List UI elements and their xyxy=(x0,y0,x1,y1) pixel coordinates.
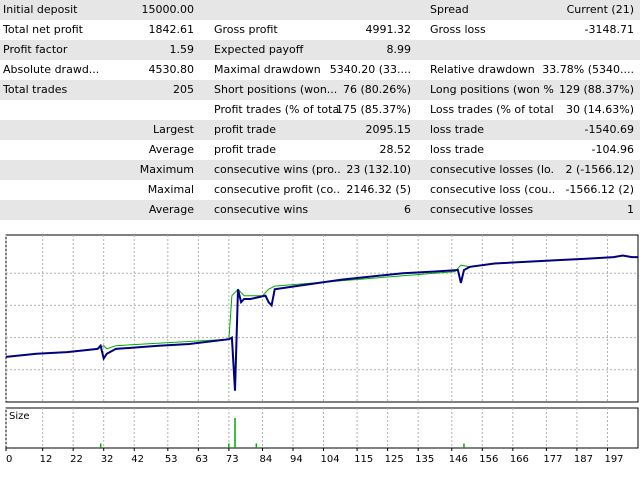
x-tick-label: 135 xyxy=(415,454,434,465)
stat-label: Initial deposit xyxy=(3,3,78,16)
stat-value: 33.78% (5340.... xyxy=(542,63,634,76)
report-row: Largest profit trade 2095.15 loss trade -154… xyxy=(0,120,640,140)
stat-label: consecutive wins (pro... xyxy=(214,163,340,176)
x-tick-label: 73 xyxy=(226,454,239,465)
x-tick-label: 197 xyxy=(604,454,623,465)
stat-label: consecutive wins xyxy=(214,203,309,216)
stat-label: Relative drawdown xyxy=(430,63,535,76)
stat-label: consecutive profit (co... xyxy=(214,183,340,196)
stat-label: consecutive losses xyxy=(430,203,534,216)
main-plot-frame xyxy=(5,234,639,403)
stat-value: 2 (-1566.12) xyxy=(565,163,634,176)
stat-label: Total trades xyxy=(3,83,68,96)
x-tick-label: 84 xyxy=(259,454,272,465)
size-label: Size xyxy=(9,411,30,422)
stat-label: Short positions (won... xyxy=(214,83,338,96)
stat-label: Loss trades (% of total) xyxy=(430,103,554,116)
stat-label: Profit factor xyxy=(3,43,68,56)
report-row: Profit trades (% of total) 175 (85.37%) Lo… xyxy=(0,100,640,120)
stat-label: profit trade xyxy=(214,143,277,156)
x-tick-label: 125 xyxy=(385,454,404,465)
stat-value: 2146.32 (5) xyxy=(346,183,411,196)
x-tick-label: 115 xyxy=(354,454,373,465)
stat-value: 6 xyxy=(404,203,411,216)
stat-value: 30 (14.63%) xyxy=(565,103,634,116)
stat-value: 205 xyxy=(173,83,194,96)
stat-label: Total net profit xyxy=(3,23,83,36)
report-row: Profit factor 1.59 Expected payoff 8.99 xyxy=(0,40,640,60)
stat-value xyxy=(100,100,194,120)
stat-value: 8.99 xyxy=(386,43,412,56)
stat-value: 129 (88.37%) xyxy=(558,83,634,96)
size-plot-frame xyxy=(5,407,639,449)
stat-label: Long positions (won %) xyxy=(430,83,554,96)
x-tick-label: 63 xyxy=(195,454,208,465)
balance-chart-svg: 0 12 22 32 42 53 63 73 84 94 104 115 125 135 146 156 166… xyxy=(5,234,639,465)
x-tick-label: 53 xyxy=(165,454,178,465)
x-tick-label: 32 xyxy=(101,454,114,465)
stat-label: profit trade xyxy=(214,123,277,136)
report-row: Initial deposit 15000.00 Spread Current (21… xyxy=(0,0,640,20)
stat-value: 15000.00 xyxy=(141,3,195,16)
report-row: Absolute drawd... 4530.80 Maximal drawdown… xyxy=(0,60,640,80)
stat-label: Absolute drawd... xyxy=(3,63,100,76)
stat-value: 175 (85.37%) xyxy=(335,103,411,116)
x-tick-label: 177 xyxy=(543,454,562,465)
stat-value: 4530.80 xyxy=(148,63,195,76)
equity-line xyxy=(97,264,471,350)
x-tick-label: 94 xyxy=(290,454,303,465)
x-tick-label: 22 xyxy=(70,454,83,465)
stat-label: Gross profit xyxy=(214,23,278,36)
x-tick-label: 42 xyxy=(131,454,144,465)
stat-value: 28.52 xyxy=(379,143,412,156)
stat-value: 1 xyxy=(627,203,634,216)
stat-value: 5340.20 (33.... xyxy=(329,63,411,76)
x-tick-label: 156 xyxy=(479,454,498,465)
stat-value: 1.59 xyxy=(169,43,195,56)
report-row: Maximal consecutive profit (co... 2146.32 … xyxy=(0,180,640,200)
report-row: Total net profit 1842.61 Gross profit 4991.… xyxy=(0,20,640,40)
report-row: Total trades 205 Short positions (won... 76… xyxy=(0,80,640,100)
stat-value: 76 (80.26%) xyxy=(342,83,411,96)
report-row: Average consecutive wins 6 consecutive loss… xyxy=(0,200,640,220)
row-group-label: Average xyxy=(148,203,194,216)
stat-value: -1540.69 xyxy=(584,123,634,136)
x-tick-label: 104 xyxy=(321,454,340,465)
row-group-label: Maximum xyxy=(139,163,194,176)
stat-label: Maximal drawdown xyxy=(214,63,321,76)
report-table: Initial deposit 15000.00 Spread Current (21… xyxy=(0,0,640,222)
stat-label: Expected payoff xyxy=(214,43,304,56)
report-row: Maximum consecutive wins (pro... 23 (132.1… xyxy=(0,160,640,180)
stat-value: Current (21) xyxy=(566,3,634,16)
stat-value: 4991.32 xyxy=(365,23,412,36)
stat-label: loss trade xyxy=(430,123,485,136)
stat-label: consecutive loss (cou... xyxy=(430,183,554,196)
stat-value: -3148.71 xyxy=(584,23,634,36)
stat-value xyxy=(320,0,411,20)
stat-label: loss trade xyxy=(430,143,485,156)
x-tick-label: 166 xyxy=(510,454,529,465)
stat-value: -104.96 xyxy=(591,143,634,156)
row-group-label: Average xyxy=(148,143,194,156)
report-row: Average profit trade 28.52 loss trade -104.9… xyxy=(0,140,640,160)
balance-chart: 0 12 22 32 42 53 63 73 84 94 104 115 125 135 146 156 166… xyxy=(0,226,640,480)
stat-value xyxy=(530,40,634,60)
stat-value: 23 (132.10) xyxy=(346,163,411,176)
stat-value: 2095.15 xyxy=(365,123,412,136)
stat-label: Spread xyxy=(430,3,469,16)
stat-value: -1566.12 (2) xyxy=(565,183,634,196)
stat-label: Profit trades (% of total) xyxy=(214,103,340,116)
x-tick-label: 0 xyxy=(6,454,12,465)
row-group-label: Largest xyxy=(153,123,194,136)
stat-label: consecutive losses (lo... xyxy=(430,163,554,176)
x-tick-label: 12 xyxy=(40,454,53,465)
balance-line xyxy=(5,254,638,391)
stat-value: 1842.61 xyxy=(148,23,195,36)
x-tick-label: 146 xyxy=(449,454,468,465)
stat-label: Gross loss xyxy=(430,23,486,36)
row-group-label: Maximal xyxy=(147,183,194,196)
x-tick-label: 187 xyxy=(574,454,593,465)
